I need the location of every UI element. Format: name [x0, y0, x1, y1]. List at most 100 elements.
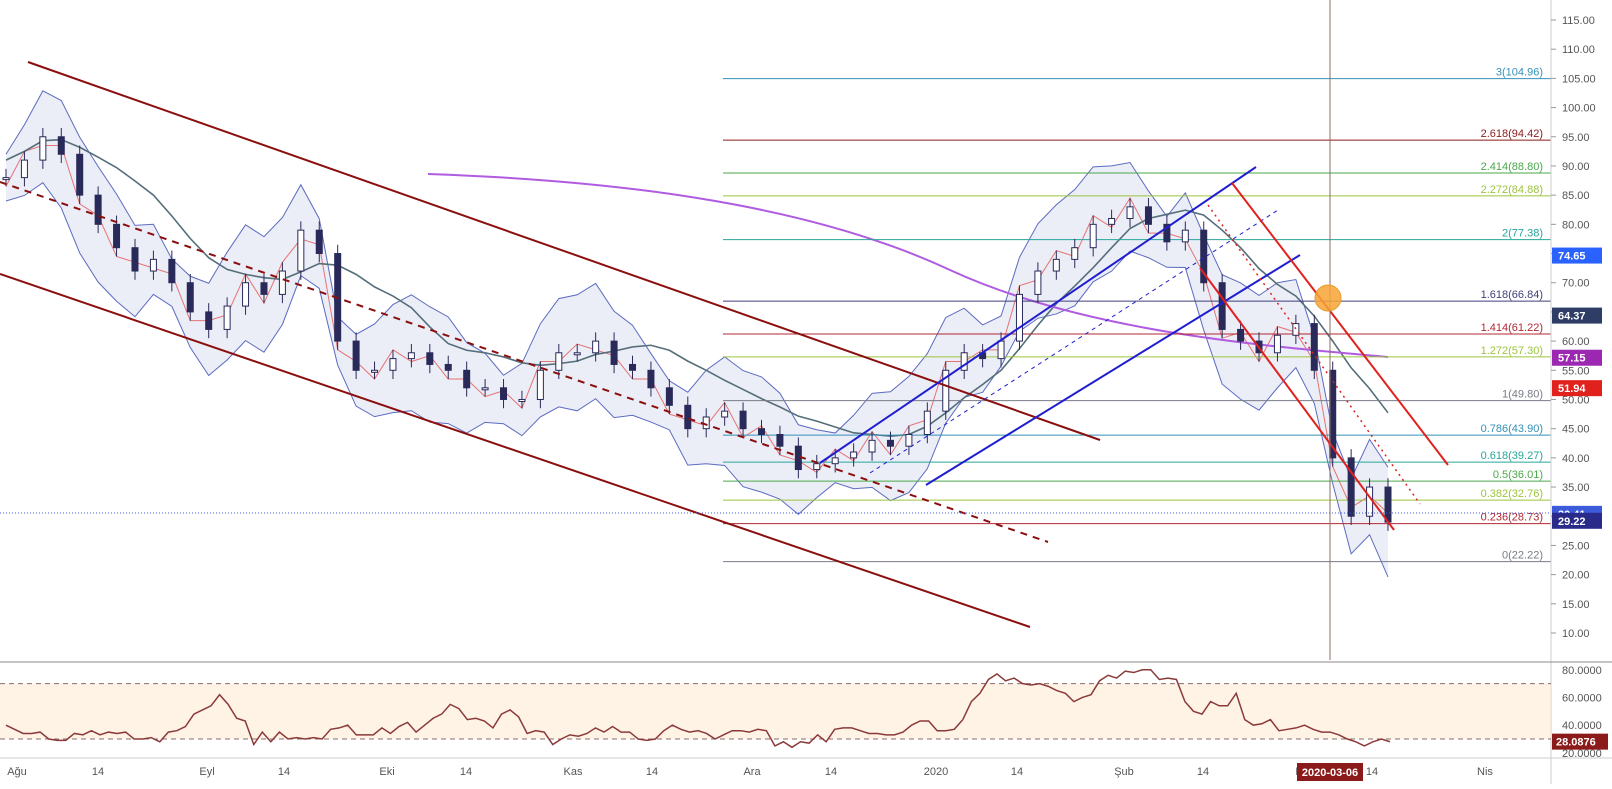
candle-body: [39, 136, 47, 161]
moving-average-long: [5, 138, 1389, 437]
channel-mid-line[interactable]: [0, 181, 1049, 543]
price-tick-label: 80.00: [1562, 219, 1590, 231]
fib-level-label: 1.414(61.22): [1481, 322, 1543, 334]
price-tag: 51.94: [1552, 380, 1602, 397]
price-tick-label: 35.00: [1562, 482, 1590, 494]
blue-channel-upper-line[interactable]: [819, 166, 1257, 464]
price-tag: 57.15: [1552, 349, 1602, 366]
svg-text:2020-03-06: 2020-03-06: [1302, 767, 1358, 779]
moving-average-200: [427, 173, 1389, 358]
price-axis[interactable]: 10.0015.0020.0025.0030.0035.0040.0045.00…: [1551, 15, 1596, 640]
price-tag: 64.37: [1552, 307, 1602, 324]
candle-body: [1089, 223, 1097, 249]
fib-level-label: 2.618(94.42): [1481, 128, 1543, 140]
candle-body: [352, 340, 360, 371]
candle-body: [1034, 270, 1042, 295]
candle-body: [1292, 323, 1300, 336]
candle-body: [831, 457, 839, 465]
candle-body: [407, 352, 415, 360]
candle-body: [371, 369, 379, 373]
svg-text:74.65: 74.65: [1558, 251, 1586, 263]
price-tick-label: 95.00: [1562, 132, 1590, 144]
candle-body: [1218, 282, 1226, 330]
channel-upper-line[interactable]: [27, 61, 1101, 441]
candle-body: [1015, 293, 1023, 342]
candle-body: [721, 410, 729, 418]
candle-body: [518, 398, 526, 402]
svg-text:51.94: 51.94: [1558, 383, 1586, 395]
highlight-marker[interactable]: [1314, 284, 1342, 312]
bollinger-bands: [5, 90, 1389, 578]
candle-body: [942, 369, 950, 412]
candle-body: [997, 340, 1005, 360]
price-tick-label: 50.00: [1562, 394, 1590, 406]
candle-body: [94, 194, 102, 225]
price-tick-label: 115.00: [1562, 15, 1595, 27]
time-tick-label: 14: [646, 766, 658, 778]
time-tick-label: Eyl: [199, 766, 214, 778]
fib-level-label: 2.414(88.80): [1481, 161, 1543, 173]
crosshair-date-tag: 2020-03-06: [1297, 763, 1363, 781]
candle-body: [205, 311, 213, 330]
candle-body: [242, 282, 250, 307]
candle-body: [1108, 217, 1116, 225]
candle-body: [481, 387, 489, 391]
candle-body: [665, 387, 673, 406]
candle-body: [149, 258, 157, 272]
candle-body: [131, 247, 139, 272]
candle-body: [573, 352, 581, 356]
red-channel-mid-line[interactable]: [1207, 204, 1421, 505]
fib-level-label: 0.236(28.73): [1481, 512, 1543, 524]
rsi-pane: [0, 669, 1551, 749]
fib-level-label: 2(77.38): [1502, 228, 1543, 240]
svg-text:28.0876: 28.0876: [1556, 737, 1596, 749]
candle-body: [1071, 247, 1079, 260]
candle-body: [1126, 206, 1134, 219]
rsi-band-fill: [0, 683, 1551, 739]
candle-body: [57, 136, 65, 155]
price-tick-label: 60.00: [1562, 336, 1590, 348]
candle-body: [1052, 258, 1060, 272]
time-axis[interactable]: Ağu14Eyl14Eki14Kas14Ara14202014Şub14M14N…: [7, 763, 1493, 781]
blue-channel-mid-line[interactable]: [869, 209, 1279, 474]
candle-body: [463, 369, 471, 389]
svg-text:64.37: 64.37: [1558, 311, 1586, 323]
candle-body: [260, 282, 268, 295]
candle-body: [776, 434, 784, 447]
rsi-tick-label: 80.0000: [1562, 665, 1602, 677]
channel-lower-line[interactable]: [0, 273, 1031, 628]
candle-body: [684, 404, 692, 430]
candle-body: [610, 340, 618, 365]
candle-body: [739, 410, 747, 430]
red-channel-upper-line[interactable]: [1231, 182, 1449, 466]
candle-body: [500, 387, 508, 400]
time-tick-label: 14: [1011, 766, 1023, 778]
candle-body: [1366, 486, 1374, 517]
blue-channel-lower-line[interactable]: [925, 254, 1301, 486]
price-tick-label: 10.00: [1562, 628, 1590, 640]
time-tick-label: Ara: [743, 766, 761, 778]
price-tick-label: 20.00: [1562, 570, 1590, 582]
time-tick-label: Nis: [1477, 766, 1493, 778]
candle-body: [905, 434, 913, 447]
time-tick-label: Eki: [379, 766, 394, 778]
candle-body: [297, 229, 305, 272]
price-tick-label: 15.00: [1562, 599, 1590, 611]
rsi-last-value-tag: 28.0876: [1552, 733, 1608, 750]
trendline-drawings[interactable]: [0, 0, 1550, 660]
candle-body: [186, 282, 194, 313]
fib-level-label: 0.382(32.76): [1481, 488, 1543, 500]
candle-body: [813, 463, 821, 471]
candle-body: [1347, 457, 1355, 517]
red-channel-lower-line[interactable]: [1199, 267, 1395, 531]
fib-level-label: 0.786(43.90): [1481, 423, 1543, 435]
svg-text:29.22: 29.22: [1558, 516, 1586, 528]
candle-body: [1237, 328, 1245, 342]
time-tick-label: 14: [278, 766, 290, 778]
rsi-axis[interactable]: 20.0000 40.0000 60.0000 80.0000 28.0876: [1552, 665, 1608, 760]
price-tick-label: 100.00: [1562, 103, 1596, 115]
price-tick-label: 70.00: [1562, 278, 1590, 290]
fib-level-label: 0.5(36.01): [1493, 469, 1543, 481]
